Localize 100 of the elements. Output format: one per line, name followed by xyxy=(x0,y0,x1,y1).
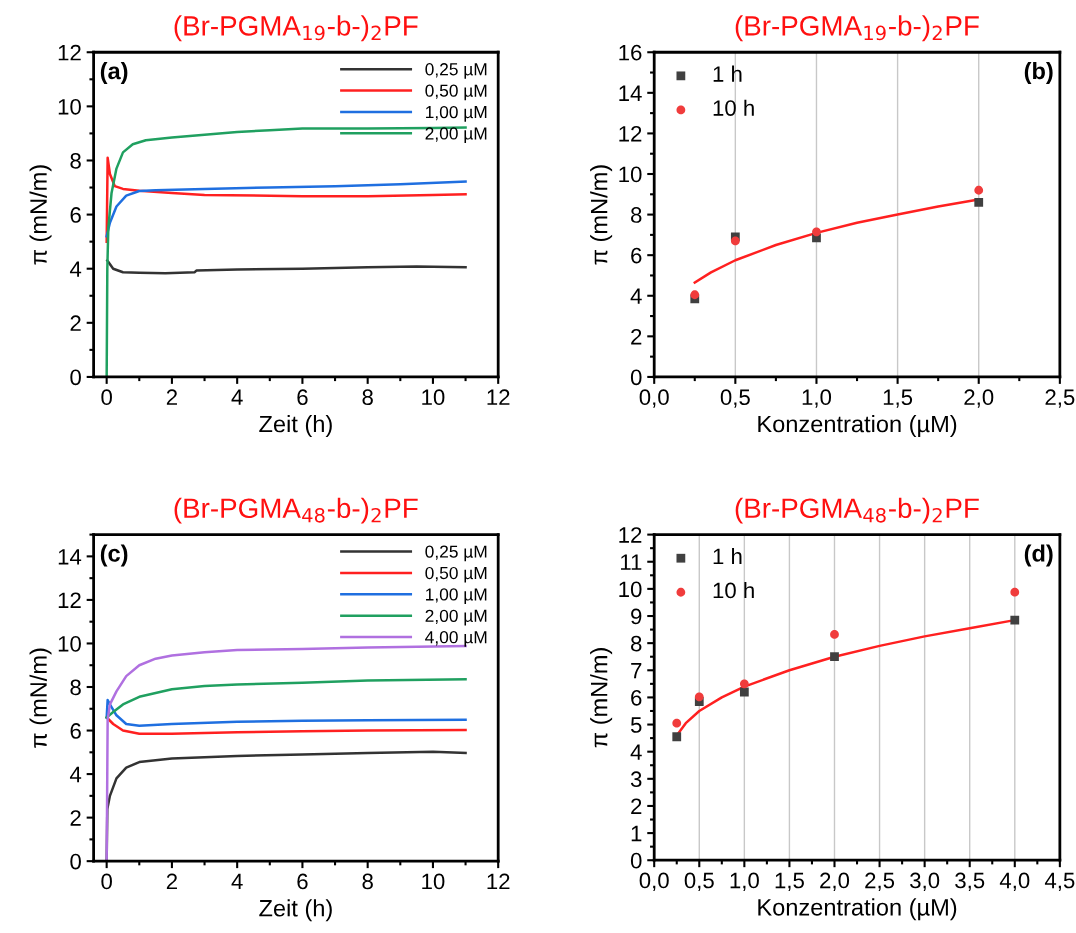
annotation: (d) xyxy=(1024,544,1053,567)
y-tick-label: 0 xyxy=(70,369,81,386)
y-tick-label: 8 xyxy=(70,679,81,696)
point xyxy=(974,185,984,195)
x-tick-label: 2,5 xyxy=(1045,389,1075,408)
x-tick-label: 4,5 xyxy=(1044,872,1075,891)
legend-label: 0,50 µM xyxy=(425,566,487,583)
y-tick-label: 3 xyxy=(630,771,642,788)
legend-label: 10 h xyxy=(713,581,754,599)
legend-label: 4,00 µM xyxy=(425,631,487,647)
y-tick-label: 8 xyxy=(631,635,642,652)
line-series xyxy=(106,259,467,275)
y-tick-label: 4 xyxy=(69,766,82,783)
legend-label: 0,25 µM xyxy=(425,63,487,79)
line-series xyxy=(105,678,467,719)
x-tick-label: 0,5 xyxy=(684,872,714,891)
y-tick-label: 11 xyxy=(621,554,642,570)
legend-label: 2,00 µM xyxy=(425,127,487,144)
y-tick-label: 4 xyxy=(69,261,82,277)
point xyxy=(672,732,682,742)
x-tick-label: 0 xyxy=(101,389,112,406)
point xyxy=(690,290,700,300)
point xyxy=(694,692,704,702)
point xyxy=(672,718,682,728)
point xyxy=(739,687,749,697)
chart-title: (Br-PGMA$_{48}$-b-)$_{2}$PF xyxy=(735,497,979,524)
y-tick-label: 10 xyxy=(619,581,642,598)
line-series xyxy=(105,156,467,243)
y-axis-title: π (mN/m) xyxy=(590,165,613,265)
x-tick-label: 10 xyxy=(422,873,445,890)
line-series xyxy=(105,180,467,238)
y-tick-label: 6 xyxy=(70,723,81,739)
legend-label: 1 h xyxy=(713,547,742,565)
x-tick-label: 12 xyxy=(487,389,510,405)
annotation: (b) xyxy=(1024,61,1053,84)
chart-title: (Br-PGMA$_{19}$-b-)$_{2}$PF xyxy=(735,15,979,42)
y-tick-label: 14 xyxy=(619,85,642,101)
x-tick-label: 0,0 xyxy=(639,389,669,408)
y-tick-label: 7 xyxy=(631,663,642,679)
x-tick-label: 1,5 xyxy=(883,389,913,408)
x-tick-label: 8 xyxy=(362,873,373,890)
x-axis-title: Konzentration (µM) xyxy=(758,415,957,438)
x-tick-label: 4 xyxy=(231,873,243,890)
y-tick-label: 2 xyxy=(70,315,81,331)
y-tick-label: 12 xyxy=(619,125,642,142)
x-axis-title: Zeit (h) xyxy=(259,899,332,922)
y-tick-label: 6 xyxy=(631,247,642,264)
y-tick-label: 10 xyxy=(58,635,81,652)
x-tick-label: 6 xyxy=(297,389,308,406)
annotation: (c) xyxy=(100,544,128,567)
y-tick-label: 10 xyxy=(58,98,81,115)
x-tick-label: 1,0 xyxy=(730,872,759,891)
y-tick-label: 2 xyxy=(631,798,642,815)
legend-label: 0,50 µM xyxy=(425,84,487,101)
y-tick-label: 8 xyxy=(70,153,81,169)
y-tick-label: 9 xyxy=(631,608,642,625)
point xyxy=(730,236,740,246)
x-tick-label: 4 xyxy=(231,389,243,405)
x-tick-label: 2 xyxy=(166,873,177,890)
point xyxy=(739,679,749,689)
y-tick-label: 2 xyxy=(631,328,642,345)
x-tick-label: 0 xyxy=(101,873,112,890)
line-series xyxy=(105,698,467,727)
x-tick-label: 1,0 xyxy=(802,389,832,408)
x-tick-label: 6 xyxy=(297,873,308,890)
y-tick-label: 12 xyxy=(58,592,81,608)
y-tick-label: 8 xyxy=(631,207,642,223)
x-tick-label: 3,0 xyxy=(910,872,940,891)
x-tick-label: 2,5 xyxy=(865,872,895,891)
legend-label: 2,00 µM xyxy=(425,609,487,626)
point xyxy=(1010,615,1020,625)
x-tick-label: 0,5 xyxy=(720,389,750,408)
y-axis-title: π (mN/m) xyxy=(29,648,52,748)
y-tick-label: 2 xyxy=(70,810,81,826)
y-tick-label: 5 xyxy=(630,717,642,733)
y-tick-label: 16 xyxy=(619,44,642,61)
y-tick-label: 4 xyxy=(630,288,642,304)
x-tick-label: 8 xyxy=(362,389,373,406)
y-axis-title: π (mN/m) xyxy=(590,648,613,748)
y-tick-label: 0 xyxy=(630,852,642,869)
chart-title: (Br-PGMA$_{19}$-b-)$_{2}$PF xyxy=(174,15,418,42)
x-tick-label: 3,5 xyxy=(955,872,985,891)
x-tick-label: 2,0 xyxy=(820,872,850,891)
chart-title: (Br-PGMA$_{48}$-b-)$_{2}$PF xyxy=(174,497,418,524)
x-tick-label: 2 xyxy=(166,389,177,405)
y-tick-label: 12 xyxy=(619,527,642,543)
legend-label: 1,00 µM xyxy=(426,588,487,604)
point xyxy=(830,652,839,662)
y-tick-label: 0 xyxy=(70,853,81,870)
y-tick-label: 4 xyxy=(630,744,642,760)
x-tick-label: 1,5 xyxy=(775,872,804,891)
x-tick-label: 0,0 xyxy=(639,872,669,891)
y-tick-label: 14 xyxy=(58,549,82,565)
point xyxy=(974,198,984,207)
legend-label: 1 h xyxy=(713,65,742,82)
y-tick-label: 1 xyxy=(631,825,642,842)
x-tick-label: 10 xyxy=(422,389,445,406)
point xyxy=(830,630,839,639)
x-tick-label: 2,0 xyxy=(964,389,994,408)
legend-label: 10 h xyxy=(713,99,754,116)
